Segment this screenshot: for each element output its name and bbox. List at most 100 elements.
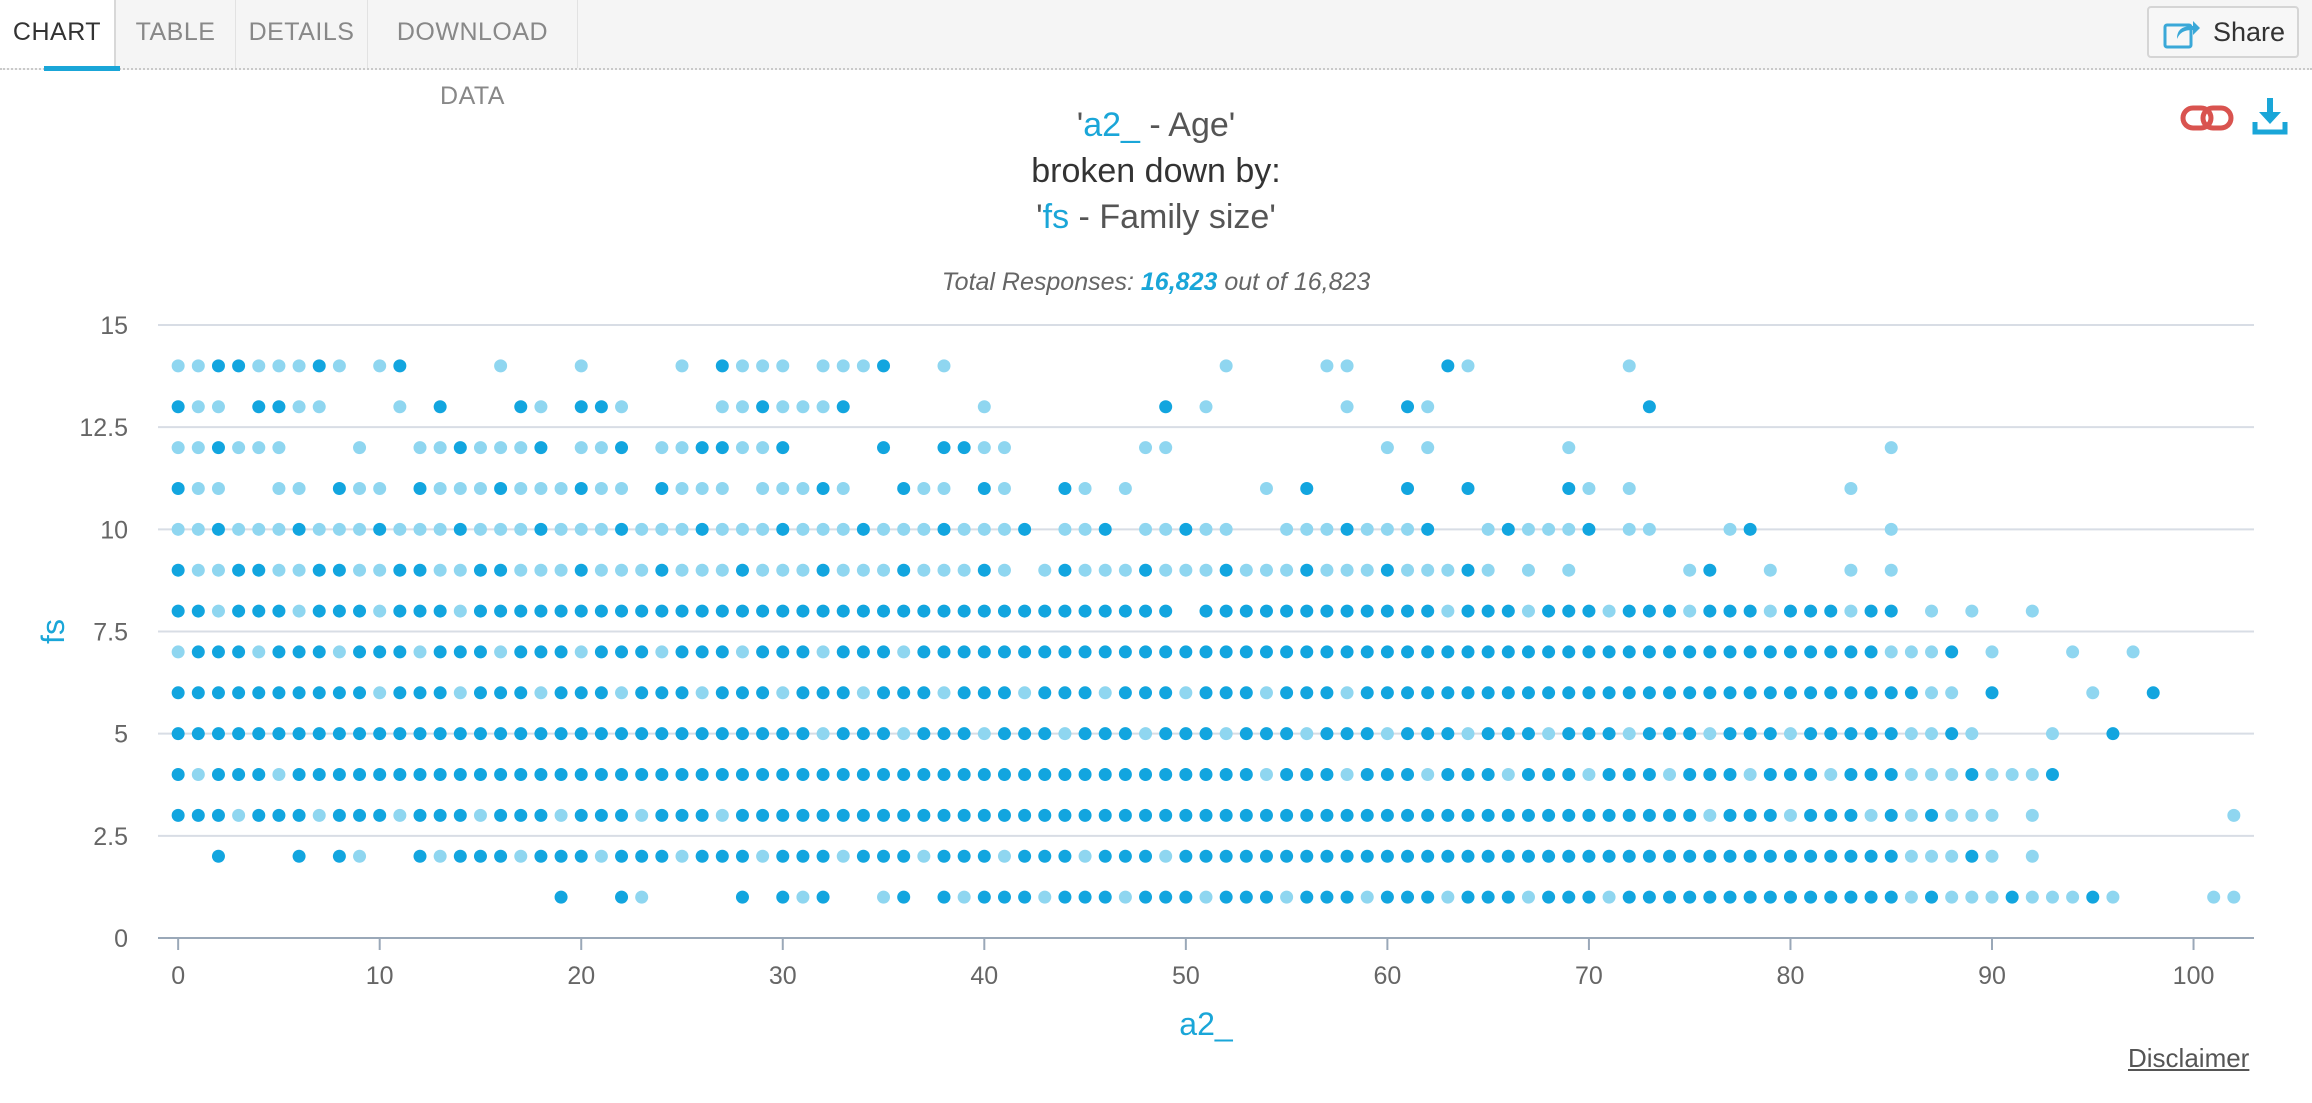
data-point — [1683, 645, 1697, 659]
data-point — [332, 522, 346, 536]
data-point — [695, 727, 709, 741]
data-point — [1562, 481, 1576, 495]
data-point — [1401, 849, 1415, 863]
data-point — [171, 441, 185, 455]
data-point — [1763, 808, 1777, 822]
data-point — [494, 645, 508, 659]
data-point — [272, 808, 286, 822]
data-point — [272, 645, 286, 659]
data-point — [1360, 563, 1374, 577]
tab-details[interactable]: DETAILS — [236, 0, 368, 68]
data-point — [615, 441, 629, 455]
data-point — [816, 563, 830, 577]
data-point — [171, 686, 185, 700]
data-point — [796, 563, 810, 577]
data-point — [514, 686, 528, 700]
data-point — [1441, 563, 1455, 577]
data-point — [635, 522, 649, 536]
data-point — [312, 522, 326, 536]
data-point — [1542, 808, 1556, 822]
data-point — [332, 727, 346, 741]
data-point — [2106, 727, 2120, 741]
data-point — [1663, 808, 1677, 822]
data-point — [1763, 849, 1777, 863]
data-point — [1159, 890, 1173, 904]
data-point — [897, 808, 911, 822]
data-point — [1904, 727, 1918, 741]
data-point — [433, 686, 447, 700]
data-point — [594, 481, 608, 495]
data-point — [1118, 849, 1132, 863]
data-point — [1139, 522, 1153, 536]
data-point — [1864, 849, 1878, 863]
data-point — [816, 727, 830, 741]
data-point — [1360, 686, 1374, 700]
data-point — [413, 768, 427, 782]
data-point — [413, 481, 427, 495]
data-point — [1380, 727, 1394, 741]
data-point — [977, 686, 991, 700]
data-point — [1542, 645, 1556, 659]
data-point — [1763, 890, 1777, 904]
data-point — [675, 563, 689, 577]
var2-code: fs — [1042, 198, 1070, 236]
data-point — [715, 441, 729, 455]
download-icon[interactable] — [2252, 96, 2288, 141]
data-point — [1118, 727, 1132, 741]
share-button[interactable]: Share — [2147, 6, 2299, 58]
data-point — [433, 481, 447, 495]
data-point — [1179, 522, 1193, 536]
data-point — [413, 808, 427, 822]
data-point — [1582, 768, 1596, 782]
data-point — [191, 686, 205, 700]
data-point — [1280, 563, 1294, 577]
data-point — [1521, 890, 1535, 904]
data-point — [292, 563, 306, 577]
data-point — [796, 768, 810, 782]
data-point — [897, 768, 911, 782]
data-point — [1199, 808, 1213, 822]
link-icon[interactable] — [2180, 100, 2234, 141]
data-point — [534, 604, 548, 618]
data-point — [1783, 849, 1797, 863]
data-point — [1259, 890, 1273, 904]
data-point — [1179, 563, 1193, 577]
data-point — [1884, 522, 1898, 536]
data-point — [1421, 522, 1435, 536]
data-point — [1441, 727, 1455, 741]
data-point — [232, 359, 246, 373]
data-point — [1703, 563, 1717, 577]
data-point — [171, 645, 185, 659]
data-point — [1683, 890, 1697, 904]
data-point — [312, 604, 326, 618]
data-point — [1320, 808, 1334, 822]
data-point — [1743, 808, 1757, 822]
data-point — [655, 563, 669, 577]
data-point — [1259, 604, 1273, 618]
data-point — [1683, 849, 1697, 863]
data-point — [211, 563, 225, 577]
data-point — [1602, 808, 1616, 822]
data-point — [715, 522, 729, 536]
data-point — [695, 768, 709, 782]
data-point — [1743, 522, 1757, 536]
data-point — [1018, 686, 1032, 700]
data-point — [695, 441, 709, 455]
data-point — [615, 645, 629, 659]
data-point — [554, 645, 568, 659]
tab-table[interactable]: TABLE — [116, 0, 236, 68]
data-point — [1340, 686, 1354, 700]
data-point — [292, 645, 306, 659]
breakdown-label: broken down by: — [1031, 152, 1281, 190]
data-point — [1481, 686, 1495, 700]
data-point — [514, 645, 528, 659]
data-point — [937, 522, 951, 536]
data-point — [473, 645, 487, 659]
data-point — [2005, 890, 2019, 904]
tab-chart[interactable]: CHART — [0, 0, 120, 71]
tab-download-data[interactable]: DOWNLOAD DATA — [368, 0, 578, 110]
data-point — [756, 686, 770, 700]
disclaimer-link[interactable]: Disclaimer — [2128, 1043, 2250, 1073]
data-point — [1219, 686, 1233, 700]
data-point — [957, 849, 971, 863]
